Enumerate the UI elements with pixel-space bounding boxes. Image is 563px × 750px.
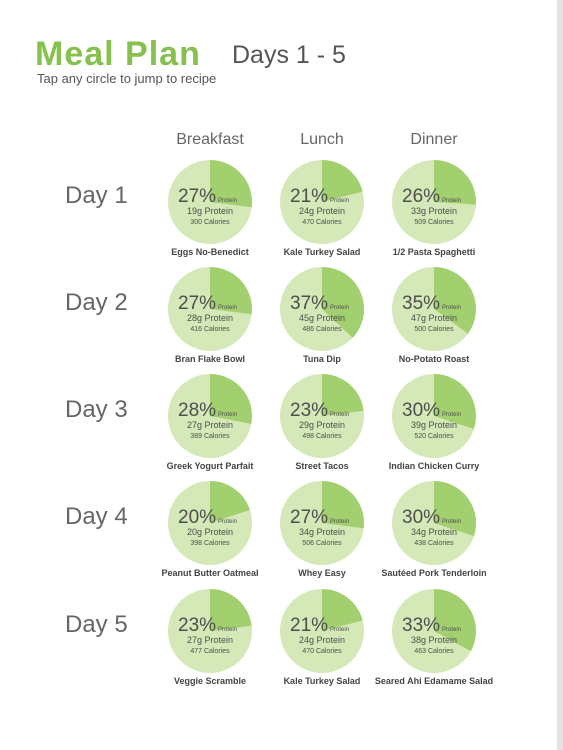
- protein-slice: [434, 589, 476, 652]
- meal-name[interactable]: 1/2 Pasta Spaghetti: [392, 247, 476, 257]
- meal-card: 37% Protein 45g Protein 486 Calories Tun…: [262, 267, 382, 377]
- protein-slice: [434, 160, 476, 205]
- meal-circle-button[interactable]: [280, 589, 364, 673]
- days-range-label: Days 1 - 5: [232, 41, 346, 69]
- meal-name[interactable]: Tuna Dip: [303, 354, 341, 364]
- meal-card: 35% Protein 47g Protein 500 Calories No-…: [374, 267, 494, 377]
- meal-circle-button[interactable]: [280, 267, 364, 351]
- meal-circle-button[interactable]: [392, 481, 476, 565]
- protein-slice: [322, 374, 364, 416]
- column-header-lunch: Lunch: [300, 131, 344, 148]
- protein-slice: [210, 481, 250, 523]
- protein-slice: [322, 267, 364, 338]
- meal-circle-button[interactable]: [392, 374, 476, 458]
- protein-slice: [210, 374, 252, 424]
- meal-name[interactable]: Greek Yogurt Parfait: [166, 461, 254, 471]
- day-label: Day 1: [65, 182, 128, 209]
- meal-card: 21% Protein 24g Protein 470 Calories Kal…: [262, 589, 382, 699]
- meal-card: 30% Protein 39g Protein 520 Calories Ind…: [374, 374, 494, 484]
- protein-slice: [434, 481, 476, 536]
- meal-circle-button[interactable]: [168, 589, 252, 673]
- meal-name[interactable]: Veggie Scramble: [173, 676, 247, 686]
- meal-name[interactable]: Bran Flake Bowl: [174, 354, 246, 364]
- meal-circle-button[interactable]: [168, 481, 252, 565]
- meal-card: 21% Protein 24g Protein 470 Calories Kal…: [262, 160, 382, 270]
- meal-name[interactable]: Seared Ahi Edamame Salad: [374, 676, 494, 686]
- meal-name[interactable]: Indian Chicken Curry: [388, 461, 480, 471]
- meal-circle-button[interactable]: [168, 160, 252, 244]
- meal-card: 27% Protein 34g Protein 506 Calories Whe…: [262, 481, 382, 591]
- meal-card: 28% Protein 27g Protein 389 Calories Gre…: [150, 374, 270, 484]
- right-edge-divider: [557, 0, 563, 750]
- column-header-dinner: Dinner: [410, 131, 458, 148]
- protein-slice: [322, 160, 363, 202]
- meal-name[interactable]: No-Potato Roast: [398, 354, 470, 364]
- hint-text: Tap any circle to jump to recipe: [37, 71, 217, 86]
- meal-name[interactable]: Kale Turkey Salad: [283, 676, 361, 686]
- meal-circle-button[interactable]: [392, 267, 476, 351]
- meal-circle-button[interactable]: [392, 589, 476, 673]
- meal-card: 26% Protein 33g Protein 509 Calories 1/2…: [374, 160, 494, 270]
- column-header-breakfast: Breakfast: [176, 131, 244, 148]
- protein-slice: [210, 589, 252, 631]
- meal-circle-button[interactable]: [168, 267, 252, 351]
- protein-slice: [322, 589, 363, 631]
- meal-circle-button[interactable]: [168, 374, 252, 458]
- meal-card: 23% Protein 27g Protein 477 Calories Veg…: [150, 589, 270, 699]
- meal-card: 20% Protein 20g Protein 398 Calories Pea…: [150, 481, 270, 591]
- protein-slice: [210, 160, 252, 208]
- meal-card: 23% Protein 29g Protein 498 Calories Str…: [262, 374, 382, 484]
- protein-slice: [322, 481, 364, 529]
- meal-name[interactable]: Sautéed Pork Tenderloin: [381, 568, 487, 578]
- meal-name[interactable]: Kale Turkey Salad: [283, 247, 361, 257]
- meal-circle-button[interactable]: [280, 481, 364, 565]
- day-label: Day 4: [65, 503, 128, 530]
- meal-name[interactable]: Peanut Butter Oatmeal: [161, 568, 259, 578]
- day-label: Day 5: [65, 611, 128, 638]
- protein-slice: [434, 267, 476, 334]
- meal-name[interactable]: Street Tacos: [295, 461, 349, 471]
- meal-card: 27% Protein 19g Protein 300 Calories Egg…: [150, 160, 270, 270]
- protein-slice: [210, 267, 252, 315]
- meal-circle-button[interactable]: [392, 160, 476, 244]
- meal-name[interactable]: Eggs No-Benedict: [171, 247, 249, 257]
- meal-circle-button[interactable]: [280, 374, 364, 458]
- meal-card: 27% Protein 28g Protein 416 Calories Bra…: [150, 267, 270, 377]
- day-label: Day 3: [65, 396, 128, 423]
- page-title: Meal Plan: [35, 35, 201, 73]
- protein-slice: [434, 374, 476, 429]
- day-label: Day 2: [65, 289, 128, 316]
- meal-circle-button[interactable]: [280, 160, 364, 244]
- meal-card: 30% Protein 34g Protein 438 Calories Sau…: [374, 481, 494, 591]
- meal-name[interactable]: Whey Easy: [298, 568, 346, 578]
- meal-card: 33% Protein 38g Protein 463 Calories Sea…: [374, 589, 494, 699]
